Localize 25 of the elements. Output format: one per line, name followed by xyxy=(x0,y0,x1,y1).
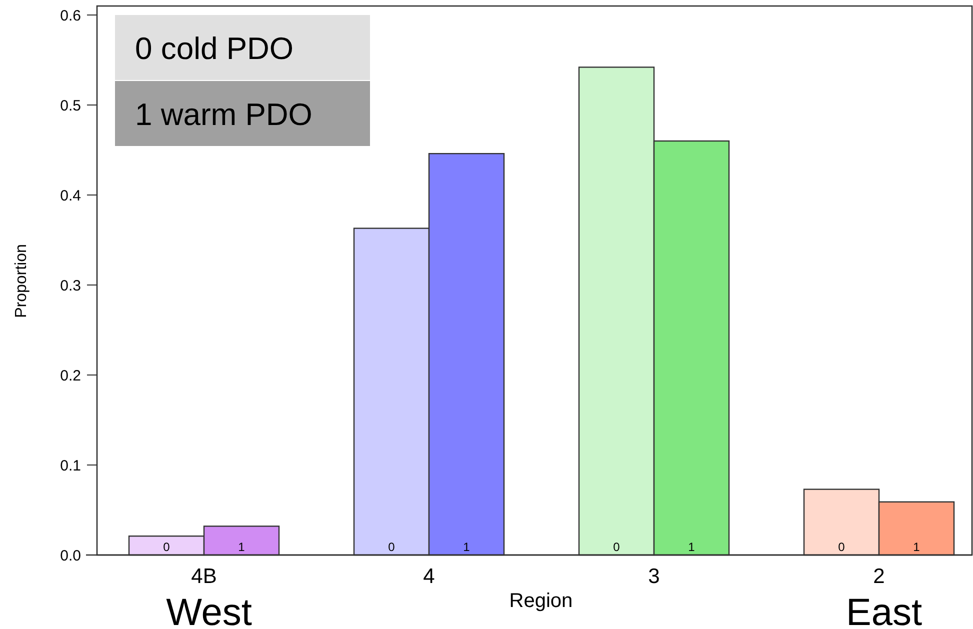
y-tick-label: 0.5 xyxy=(60,97,81,114)
y-tick-label: 0.6 xyxy=(60,7,81,24)
y-tick-label: 0.1 xyxy=(60,457,81,474)
y-tick-label: 0.3 xyxy=(60,277,81,294)
text: 0 xyxy=(613,540,620,554)
text: 1 xyxy=(688,540,695,554)
text: 1 xyxy=(463,540,470,554)
series-label: 0 xyxy=(163,540,170,554)
text: 1 xyxy=(913,540,920,554)
series-label: 1 xyxy=(238,540,246,554)
y-tick-label: 0.2 xyxy=(60,367,81,384)
text: 0 xyxy=(838,540,845,554)
y-tick-label: 0.4 xyxy=(60,187,81,204)
x-tick-label: 2 xyxy=(873,565,885,588)
text: 0 xyxy=(388,540,395,554)
x-tick-label: 4B xyxy=(191,565,217,588)
text: West xyxy=(166,592,252,629)
x-tick-label: 4 xyxy=(423,565,436,588)
x-axis-title: Region xyxy=(509,590,573,612)
y-axis-title: Proportion xyxy=(13,244,30,318)
x-tick-label: 3 xyxy=(648,565,660,588)
y-tick-label: 0.0 xyxy=(60,547,81,564)
annotation: 0 cold PDO xyxy=(135,30,294,66)
text: East xyxy=(846,592,922,629)
annotation: 1 warm PDO xyxy=(135,96,312,132)
